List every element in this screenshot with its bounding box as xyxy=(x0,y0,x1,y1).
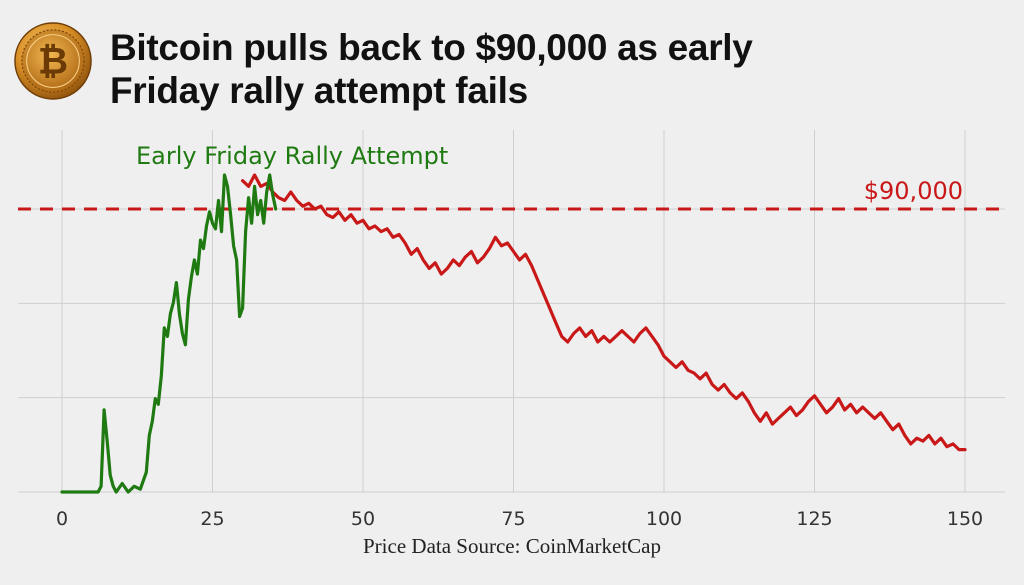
series-line-rally xyxy=(60,173,278,494)
series-line-pullback xyxy=(241,173,967,452)
label-layer: 0 25 50 75 100 125 150 $90,000 Early Friday Rall… xyxy=(56,142,983,530)
rally-annotation: Early Friday Rally Attempt xyxy=(136,142,448,170)
grid-layer xyxy=(18,130,1005,493)
x-tick-label: 150 xyxy=(947,508,983,530)
title-line-1: Bitcoin pulls back to $90,000 as early xyxy=(110,27,753,68)
x-tick-label: 75 xyxy=(501,508,525,530)
bitcoin-symbol: ₿ xyxy=(38,40,68,83)
x-tick-label: 100 xyxy=(646,508,682,530)
data-source-caption: Price Data Source: CoinMarketCap xyxy=(363,534,661,558)
page-title: Bitcoin pulls back to $90,000 as early F… xyxy=(110,26,870,112)
title-line-2: Friday rally attempt fails xyxy=(110,70,528,111)
series-layer xyxy=(60,173,967,494)
x-tick-label: 50 xyxy=(351,508,375,530)
bitcoin-coin-icon: ₿ xyxy=(14,22,92,100)
x-tick-label: 125 xyxy=(796,508,832,530)
threshold-label: $90,000 xyxy=(864,177,963,205)
x-tick-label: 25 xyxy=(200,508,224,530)
x-tick-label: 0 xyxy=(56,508,68,530)
